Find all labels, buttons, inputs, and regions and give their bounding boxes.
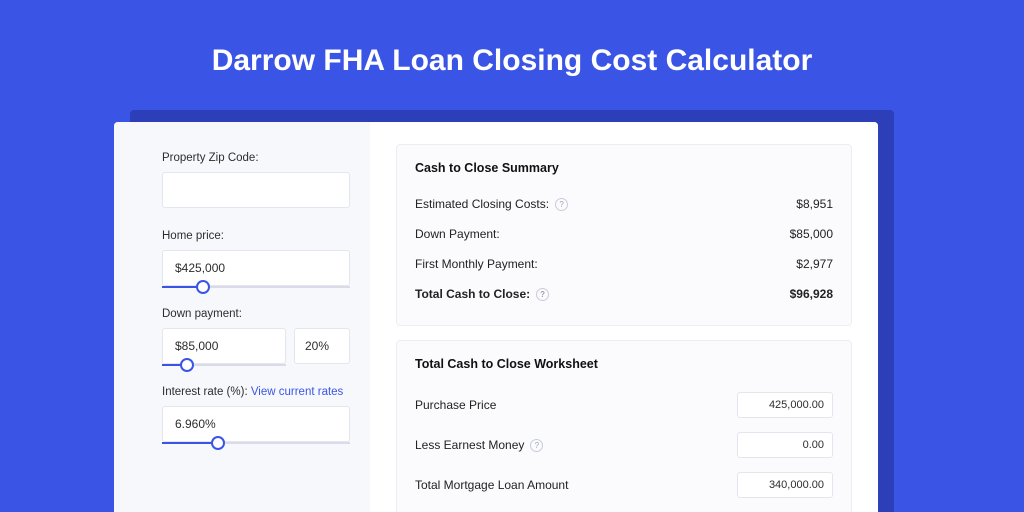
calculator-card: Property Zip Code: Home price: Down paym… [114,122,878,512]
rate-group: Interest rate (%): View current rates [162,386,350,442]
view-rates-link[interactable]: View current rates [251,386,343,398]
page-root: Darrow FHA Loan Closing Cost Calculator … [0,0,1024,512]
zip-input[interactable] [162,172,350,208]
help-icon[interactable]: ? [530,439,543,452]
worksheet-row-label: Less Earnest Money [415,438,524,452]
help-icon[interactable]: ? [555,198,568,211]
summary-row: Estimated Closing Costs:? $8,951 [415,189,833,219]
worksheet-row-label: Total Mortgage Loan Amount [415,478,568,492]
summary-total-row: Total Cash to Close: ? $96,928 [415,279,833,309]
dp-row [162,328,350,364]
zip-label: Property Zip Code: [162,152,350,164]
results-panel: Cash to Close Summary Estimated Closing … [370,122,878,512]
price-slider-thumb[interactable] [196,280,210,294]
worksheet-rows: Purchase Price Less Earnest Money? Total M… [415,385,833,505]
summary-row: Down Payment: $85,000 [415,219,833,249]
summary-row-value: $2,977 [796,257,833,271]
dp-slider[interactable] [162,328,286,364]
page-title: Darrow FHA Loan Closing Cost Calculator [0,44,1024,78]
summary-total-value: $96,928 [790,287,833,301]
worksheet-row: Less Earnest Money? [415,425,833,465]
price-group: Home price: [162,230,350,286]
summary-row: First Monthly Payment: $2,977 [415,249,833,279]
worksheet-row-label: Purchase Price [415,398,496,412]
summary-total-label: Total Cash to Close: [415,287,530,301]
rate-label: Interest rate (%): View current rates [162,386,350,398]
summary-box: Cash to Close Summary Estimated Closing … [396,144,852,326]
summary-row-label: First Monthly Payment: [415,257,538,271]
dp-pct-input[interactable] [294,328,350,364]
dp-input[interactable] [162,328,286,364]
price-label: Home price: [162,230,350,242]
rate-input[interactable] [162,406,350,442]
price-slider[interactable] [162,250,350,286]
summary-row-label: Estimated Closing Costs: [415,197,549,211]
rate-slider-thumb[interactable] [211,436,225,450]
dp-group: Down payment: [162,308,350,364]
zip-group: Property Zip Code: [162,152,350,208]
input-panel: Property Zip Code: Home price: Down paym… [114,122,370,512]
worksheet-box: Total Cash to Close Worksheet Purchase P… [396,340,852,512]
worksheet-row: Total Mortgage Loan Amount [415,465,833,505]
worksheet-value-input[interactable] [737,432,833,458]
summary-row-label: Down Payment: [415,227,500,241]
summary-row-value: $8,951 [796,197,833,211]
dp-slider-thumb[interactable] [180,358,194,372]
worksheet-value-input[interactable] [737,392,833,418]
help-icon[interactable]: ? [536,288,549,301]
summary-rows: Estimated Closing Costs:? $8,951 Down Paym… [415,189,833,279]
summary-row-value: $85,000 [790,227,833,241]
rate-slider-fill [162,442,218,444]
worksheet-title: Total Cash to Close Worksheet [415,357,833,371]
price-input[interactable] [162,250,350,286]
rate-slider[interactable] [162,406,350,442]
dp-label: Down payment: [162,308,350,320]
rate-label-text: Interest rate (%): [162,386,248,398]
card-inner: Property Zip Code: Home price: Down paym… [114,122,878,512]
summary-title: Cash to Close Summary [415,161,833,175]
worksheet-value-input[interactable] [737,472,833,498]
worksheet-row: Purchase Price [415,385,833,425]
